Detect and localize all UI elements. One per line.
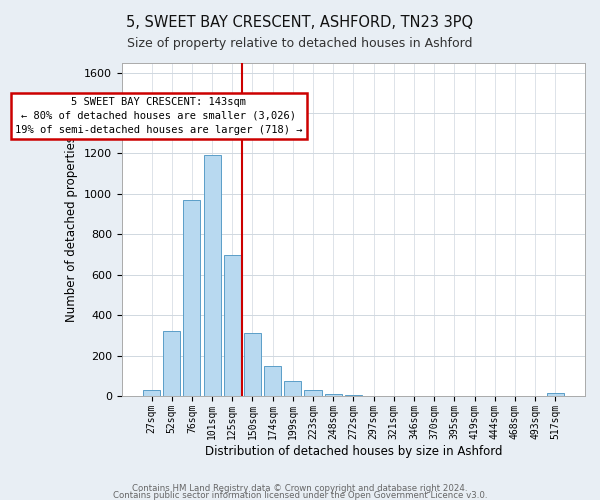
Y-axis label: Number of detached properties: Number of detached properties xyxy=(65,136,79,322)
X-axis label: Distribution of detached houses by size in Ashford: Distribution of detached houses by size … xyxy=(205,444,502,458)
Bar xyxy=(264,366,281,396)
Bar xyxy=(325,394,342,396)
Text: Contains public sector information licensed under the Open Government Licence v3: Contains public sector information licen… xyxy=(113,491,487,500)
Bar xyxy=(244,334,261,396)
Text: Contains HM Land Registry data © Crown copyright and database right 2024.: Contains HM Land Registry data © Crown c… xyxy=(132,484,468,493)
Bar xyxy=(345,395,362,396)
Bar xyxy=(163,332,181,396)
Text: Size of property relative to detached houses in Ashford: Size of property relative to detached ho… xyxy=(127,38,473,51)
Bar xyxy=(547,393,564,396)
Bar xyxy=(184,200,200,396)
Text: 5 SWEET BAY CRESCENT: 143sqm
← 80% of detached houses are smaller (3,026)
19% of: 5 SWEET BAY CRESCENT: 143sqm ← 80% of de… xyxy=(15,97,302,135)
Text: 5, SWEET BAY CRESCENT, ASHFORD, TN23 3PQ: 5, SWEET BAY CRESCENT, ASHFORD, TN23 3PQ xyxy=(127,15,473,30)
Bar xyxy=(304,390,322,396)
Bar xyxy=(224,254,241,396)
Bar xyxy=(143,390,160,396)
Bar xyxy=(203,156,221,396)
Bar xyxy=(284,381,301,396)
